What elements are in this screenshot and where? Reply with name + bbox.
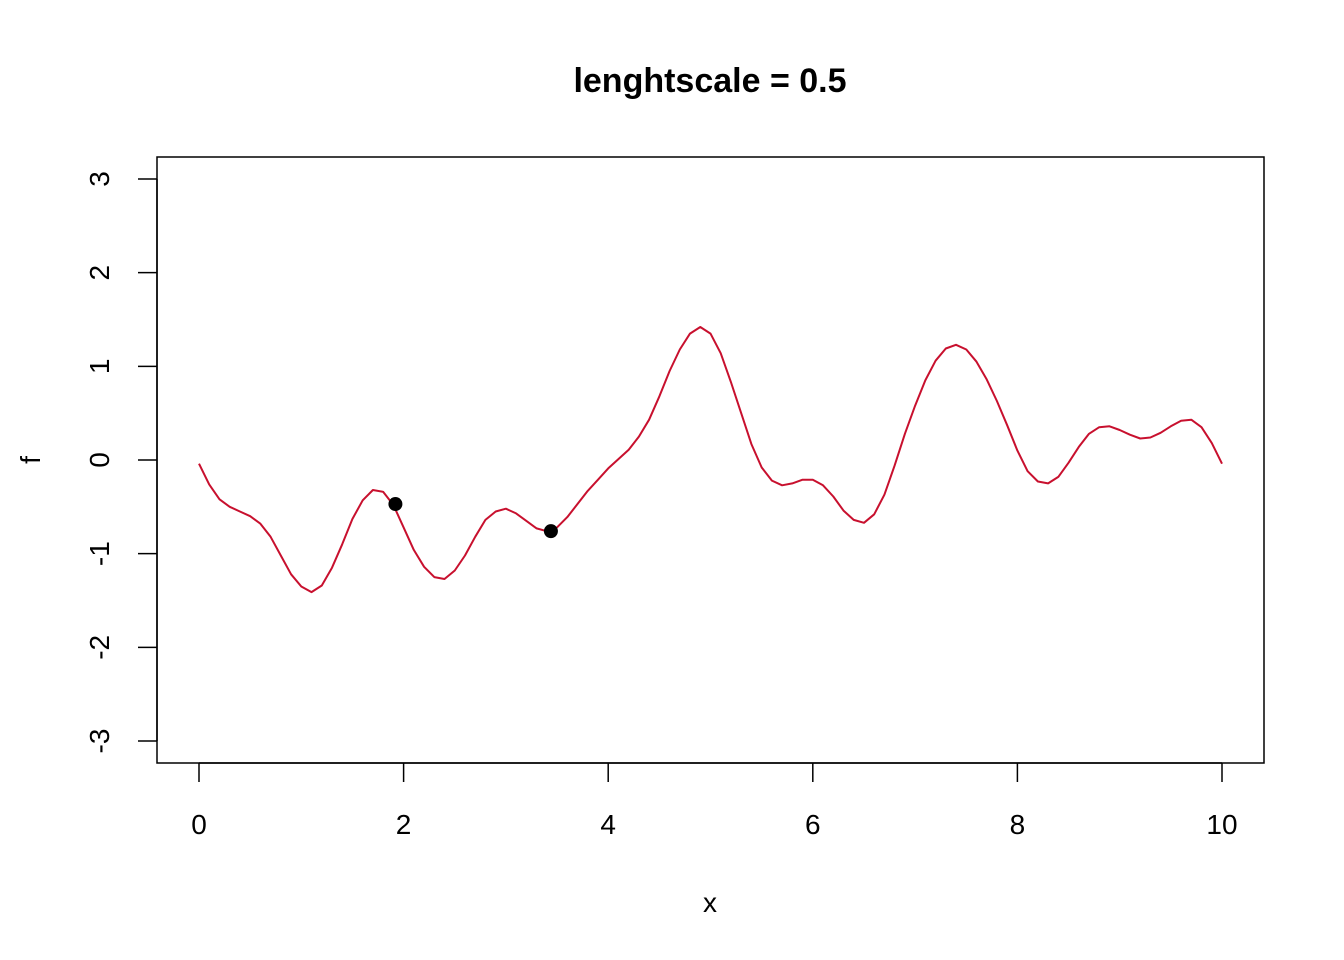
plot-frame xyxy=(156,156,1265,764)
x-axis: 0 2 4 6 8 10 xyxy=(191,762,1238,840)
x-tick-label: 10 xyxy=(1206,809,1237,840)
x-tick-label: 4 xyxy=(600,809,616,840)
y-tick-label: -3 xyxy=(84,729,115,754)
series-group xyxy=(198,326,1223,594)
y-tick-label: -1 xyxy=(84,541,115,566)
y-tick-label: 0 xyxy=(84,452,115,468)
points-group xyxy=(388,497,558,539)
y-tick-label: 2 xyxy=(84,265,115,281)
y-tick-label: -2 xyxy=(84,635,115,660)
data-point xyxy=(388,497,403,512)
x-tick-label: 2 xyxy=(396,809,412,840)
y-tick-label: 1 xyxy=(84,359,115,375)
data-point xyxy=(543,524,558,539)
series-line xyxy=(198,326,1223,594)
chart-title: lenghtscale = 0.5 xyxy=(573,62,846,100)
x-tick-label: 0 xyxy=(191,809,207,840)
y-tick-label: 3 xyxy=(84,171,115,187)
x-axis-label: x xyxy=(703,887,717,918)
y-axis: -3 -2 -1 0 1 2 3 xyxy=(84,171,158,754)
y-axis-label: f xyxy=(15,456,46,464)
x-tick-label: 6 xyxy=(805,809,821,840)
x-tick-label: 8 xyxy=(1010,809,1026,840)
